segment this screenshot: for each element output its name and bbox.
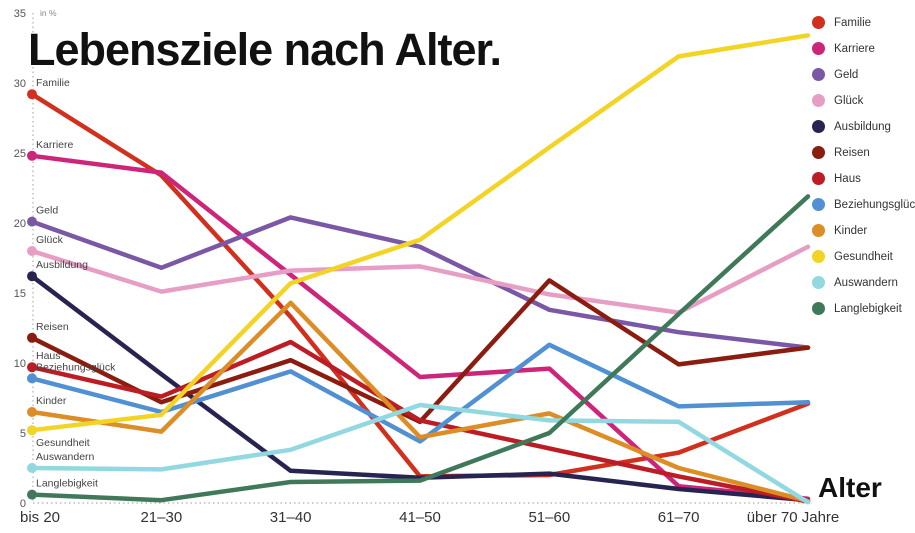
series-line-auswandern [29, 402, 811, 505]
y-tick-label: 0 [20, 498, 26, 510]
legend-item-kinder: Kinder [812, 224, 915, 237]
legend-item-gesundheit: Gesundheit [812, 250, 915, 263]
legend-dot-reisen [812, 146, 825, 159]
series-start-dot-auswandern [27, 463, 37, 473]
legend-item-familie: Familie [812, 16, 915, 29]
legend-item-auswandern: Auswandern [812, 276, 915, 289]
legend-dot-familie [812, 16, 825, 29]
series-start-dot-reisen [27, 332, 37, 343]
legend-label-geld: Geld [834, 68, 859, 81]
series-label-beziehungsgl-ck: Beziehungsglück [36, 361, 116, 373]
series-start-dot-gl-ck [27, 246, 37, 256]
legend-label-gesundheit: Gesundheit [834, 250, 893, 263]
series-label-haus: Haus [36, 350, 61, 362]
legend-label-beziehungsgl-ck: Beziehungsglück [834, 198, 915, 211]
series-line-haus [29, 339, 811, 504]
x-tick-label: 21–30 [140, 509, 182, 526]
series-line-geld [29, 215, 811, 350]
series-label-gesundheit: Gesundheit [36, 437, 90, 449]
x-axis-title: Alter [818, 472, 882, 503]
y-tick-label: 30 [14, 78, 26, 90]
y-tick-label: 35 [14, 8, 26, 20]
legend-item-gl-ck: Glück [812, 94, 915, 107]
series-label-karriere: Karriere [36, 139, 74, 151]
series-start-dot-ausbildung [27, 271, 37, 282]
y-axis-unit: in % [40, 8, 57, 18]
y-tick-label: 10 [14, 358, 26, 370]
x-tick-label: 41–50 [399, 509, 441, 526]
legend-dot-gesundheit [812, 250, 825, 263]
legend-item-beziehungsgl-ck: Beziehungsglück [812, 198, 915, 211]
series-start-dot-haus [27, 362, 37, 373]
series-start-dot-beziehungsgl-ck [27, 373, 37, 384]
series-label-gl-ck: Glück [36, 234, 64, 246]
legend-item-ausbildung: Ausbildung [812, 120, 915, 133]
series-line-karriere [29, 153, 811, 502]
x-tick-label: 31–40 [270, 509, 312, 526]
y-tick-label: 25 [14, 148, 26, 160]
x-tick-label: 61–70 [658, 509, 700, 526]
series-line-kinder [29, 300, 811, 504]
x-tick-label: 51–60 [528, 509, 570, 526]
series-start-dot-gesundheit [27, 425, 37, 436]
legend-label-gl-ck: Glück [834, 94, 864, 107]
legend-label-langlebigkeit: Langlebigkeit [834, 302, 902, 315]
legend-dot-haus [812, 172, 825, 185]
legend-label-haus: Haus [834, 172, 861, 185]
legend-label-familie: Familie [834, 16, 872, 29]
series-line-gesundheit [29, 33, 811, 433]
legend-item-haus: Haus [812, 172, 915, 185]
series-label-ausbildung: Ausbildung [36, 259, 88, 271]
legend-item-karriere: Karriere [812, 42, 915, 55]
legend-item-reisen: Reisen [812, 146, 915, 159]
legend-label-karriere: Karriere [834, 42, 875, 55]
series-label-auswandern: Auswandern [36, 451, 95, 463]
legend-dot-geld [812, 68, 825, 81]
series-label-kinder: Kinder [36, 395, 67, 407]
series-start-dot-geld [27, 216, 37, 227]
series-label-geld: Geld [36, 205, 58, 217]
y-tick-label: 5 [20, 428, 26, 440]
series-start-dot-langlebigkeit [27, 489, 37, 500]
y-tick-label: 15 [14, 288, 26, 300]
x-tick-label: bis 20 [20, 509, 60, 526]
series-label-reisen: Reisen [36, 321, 69, 333]
legend-dot-langlebigkeit [812, 302, 825, 315]
series-label-langlebigkeit: Langlebigkeit [36, 478, 98, 490]
legend-label-ausbildung: Ausbildung [834, 120, 891, 133]
series-line-langlebigkeit [29, 194, 811, 503]
legend-label-auswandern: Auswandern [834, 276, 898, 289]
legend-dot-auswandern [812, 276, 825, 289]
x-tick-label: über 70 Jahre [747, 509, 840, 526]
legend-dot-beziehungsgl-ck [812, 198, 825, 211]
y-tick-label: 20 [14, 218, 26, 230]
series-start-dot-karriere [27, 150, 37, 161]
legend-dot-kinder [812, 224, 825, 237]
legend-dot-ausbildung [812, 120, 825, 133]
series-label-familie: Familie [36, 77, 70, 89]
series-line-ausbildung [29, 273, 811, 503]
legend-dot-gl-ck [812, 94, 825, 107]
page-title: Lebensziele nach Alter. [28, 24, 502, 75]
legend-dot-karriere [812, 42, 825, 55]
legend: Familie Karriere Geld Glück Ausbildung Reisen… [812, 16, 915, 315]
legend-item-geld: Geld [812, 68, 915, 81]
series-start-dot-familie [27, 89, 37, 100]
legend-item-langlebigkeit: Langlebigkeit [812, 302, 915, 315]
legend-label-reisen: Reisen [834, 146, 870, 159]
legend-label-kinder: Kinder [834, 224, 868, 237]
series-start-dot-kinder [27, 407, 37, 417]
